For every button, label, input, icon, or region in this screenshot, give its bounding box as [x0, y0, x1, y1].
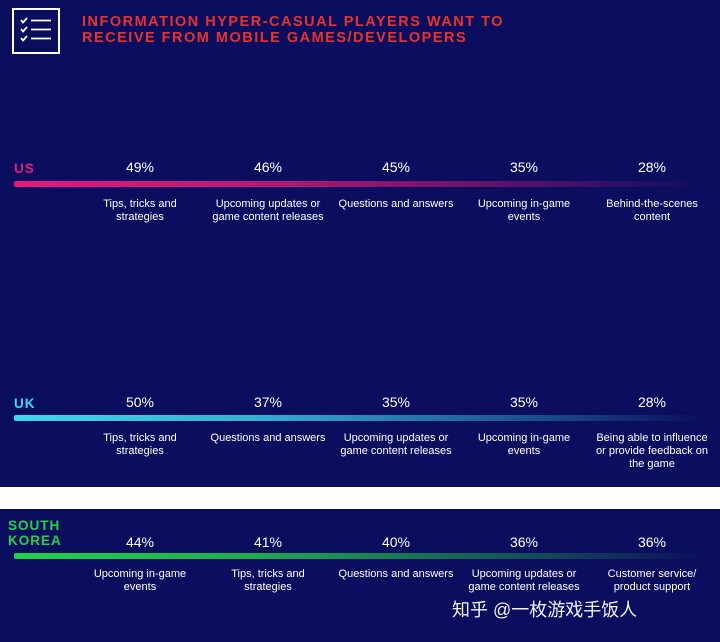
category-label-uk-4: Upcoming in-game events	[477, 432, 571, 457]
country-label-uk: UK	[14, 396, 36, 411]
value-label-uk-4: 35%	[509, 394, 539, 410]
category-label-us-2: Upcoming updates or game content release…	[212, 198, 324, 223]
value-label-us-4: 35%	[509, 159, 539, 175]
value-label-south-korea-3: 40%	[381, 534, 411, 550]
category-label-uk-1: Tips, tricks and strategies	[103, 432, 177, 457]
value-label-uk-1: 50%	[125, 394, 155, 410]
bar-uk	[14, 415, 704, 421]
category-label-us-3: Questions and answers	[338, 198, 454, 210]
value-label-south-korea-5: 36%	[637, 534, 667, 550]
checklist-icon	[12, 8, 60, 54]
country-label-south-korea: SOUTH KOREA	[8, 518, 62, 548]
category-label-uk-2: Questions and answers	[210, 432, 326, 444]
bar-south-korea	[14, 553, 704, 559]
category-label-south-korea-5: Customer service/ product support	[607, 568, 697, 593]
value-label-uk-3: 35%	[381, 394, 411, 410]
chart-title-line-1: INFORMATION HYPER-CASUAL PLAYERS WANT TO	[82, 14, 504, 30]
category-label-us-4: Upcoming in-game events	[477, 198, 571, 223]
category-label-south-korea-3: Questions and answers	[338, 568, 454, 580]
category-label-south-korea-1: Upcoming in-game events	[93, 568, 187, 593]
value-label-us-3: 45%	[381, 159, 411, 175]
value-label-south-korea-1: 44%	[125, 534, 155, 550]
category-label-uk-5: Being able to influence or provide feedb…	[596, 432, 708, 470]
chart-panel-top	[0, 0, 720, 487]
value-label-uk-5: 28%	[637, 394, 667, 410]
category-label-uk-3: Upcoming updates or game content release…	[340, 432, 452, 457]
category-label-us-1: Tips, tricks and strategies	[103, 198, 177, 223]
chart-title-line-2: RECEIVE FROM MOBILE GAMES/DEVELOPERS	[82, 30, 468, 46]
value-label-us-5: 28%	[637, 159, 667, 175]
bar-us	[14, 181, 704, 187]
value-label-us-1: 49%	[125, 159, 155, 175]
category-label-south-korea-2: Tips, tricks and strategies	[231, 568, 305, 593]
chart-panel-bottom	[0, 509, 720, 642]
chart-title: INFORMATION HYPER-CASUAL PLAYERS WANT TO…	[82, 14, 504, 46]
value-label-uk-2: 37%	[253, 394, 283, 410]
value-label-south-korea-2: 41%	[253, 534, 283, 550]
country-label-us: US	[14, 161, 35, 176]
category-label-us-5: Behind-the-scenes content	[606, 198, 698, 223]
category-label-south-korea-4: Upcoming updates or game content release…	[468, 568, 580, 593]
watermark: 知乎 @一枚游戏手饭人	[452, 600, 638, 620]
value-label-south-korea-4: 36%	[509, 534, 539, 550]
value-label-us-2: 46%	[253, 159, 283, 175]
